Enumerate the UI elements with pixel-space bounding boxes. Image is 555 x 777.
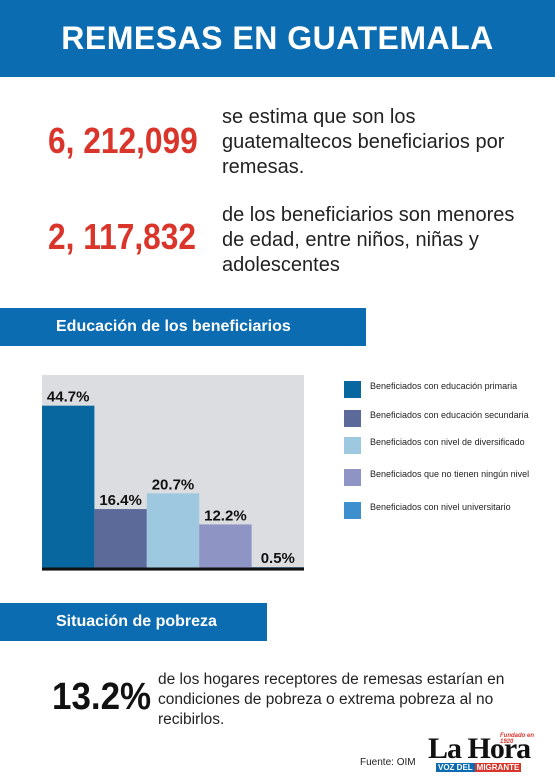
- legend-label-ningun-nivel: Beneficiados que no tienen ningún nivel: [370, 469, 530, 479]
- bar-label-primaria: 44.7%: [47, 389, 90, 406]
- la-hora-logo: La Hora Fundado en 1920 VOZ DEL MIGRANTE: [428, 732, 548, 774]
- bar-diversificado: [146, 493, 200, 569]
- stat-minors-number: 2, 117,832: [48, 216, 196, 257]
- logo-tagline: Fundado en 1920: [500, 733, 534, 745]
- bar-label-diversificado: 20.7%: [152, 476, 195, 493]
- bar-label-universitario: 0.5%: [261, 550, 295, 567]
- poverty-percentage: 13.2%: [52, 676, 152, 718]
- legend-label-universitario: Beneficiados con nivel universitario: [370, 502, 511, 512]
- education-bar-chart: 44.7% 16.4% 20.7% 12.2% 0.5%: [42, 375, 304, 571]
- legend-swatch-diversificado: [344, 437, 361, 454]
- legend-item-ningun-nivel: Beneficiados que no tienen ningún nivel: [344, 468, 540, 486]
- legend-swatch-primaria: [344, 381, 361, 398]
- legend-label-secundaria: Beneficiados con educación secundaria: [370, 410, 529, 420]
- source-note: Fuente: OIM: [360, 757, 416, 768]
- poverty-section-band: Situación de pobreza: [0, 603, 267, 641]
- legend-label-diversificado: Beneficiados con nivel de diversificado: [370, 437, 525, 447]
- legend-swatch-ningun-nivel: [344, 469, 361, 486]
- bar-secundaria: [94, 509, 147, 569]
- bar-primaria: [42, 405, 95, 569]
- education-section-title: Educación de los beneficiarios: [56, 318, 291, 335]
- logo-subtitle-part-2: MIGRANTE: [474, 763, 522, 772]
- bar-label-ningun-nivel: 12.2%: [204, 507, 247, 524]
- header-banner: REMESAS EN GUATEMALA: [0, 0, 555, 77]
- legend-item-diversificado: Beneficiados con nivel de diversificado: [344, 436, 540, 454]
- stat-minors-text: de los beneficiarios son menores de edad…: [222, 204, 515, 276]
- legend-item-secundaria: Beneficiados con educación secundaria: [344, 409, 540, 427]
- bar-label-secundaria: 16.4%: [99, 492, 142, 509]
- poverty-text: de los hogares receptores de remesas est…: [158, 671, 505, 728]
- logo-subtitle: VOZ DEL MIGRANTE: [436, 763, 542, 773]
- legend-swatch-secundaria: [344, 410, 361, 427]
- bar-ningun-nivel: [199, 524, 252, 569]
- logo-name: La Hora: [428, 732, 531, 765]
- legend-label-primaria: Beneficiados con educación primaria: [370, 381, 518, 391]
- legend-item-universitario: Beneficiados con nivel universitario: [344, 501, 540, 519]
- page-title: REMESAS EN GUATEMALA: [61, 20, 494, 56]
- legend-item-primaria: Beneficiados con educación primaria: [344, 380, 540, 398]
- education-section-band: Educación de los beneficiarios: [0, 308, 366, 346]
- stat-beneficiaries-number: 6, 212,099: [48, 120, 198, 161]
- logo-subtitle-part-1: VOZ DEL: [436, 763, 475, 772]
- stat-beneficiaries-text: se estima que son los guatemaltecos bene…: [222, 106, 505, 178]
- legend-swatch-universitario: [344, 502, 361, 519]
- poverty-section-title: Situación de pobreza: [56, 613, 217, 630]
